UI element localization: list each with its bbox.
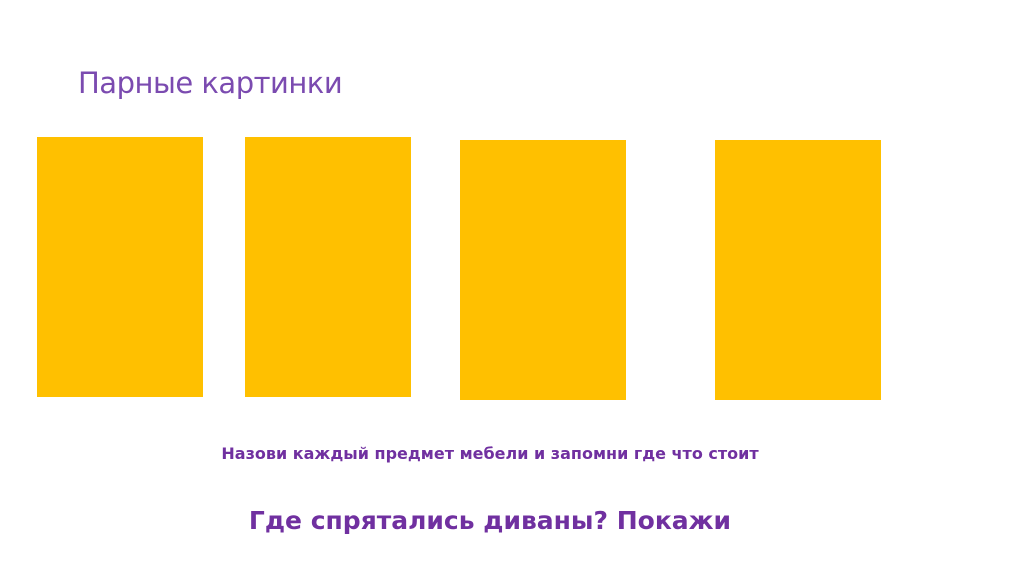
- picture-card-3[interactable]: [460, 140, 626, 400]
- question-text: Где спрятались диваны? Покажи: [248, 506, 732, 535]
- picture-card-4[interactable]: [715, 140, 881, 400]
- picture-card-1[interactable]: [37, 137, 203, 397]
- instruction-text: Назови каждый предмет мебели и запомни г…: [221, 444, 759, 463]
- slide-title: Парные картинки: [78, 66, 343, 100]
- picture-card-2[interactable]: [245, 137, 411, 397]
